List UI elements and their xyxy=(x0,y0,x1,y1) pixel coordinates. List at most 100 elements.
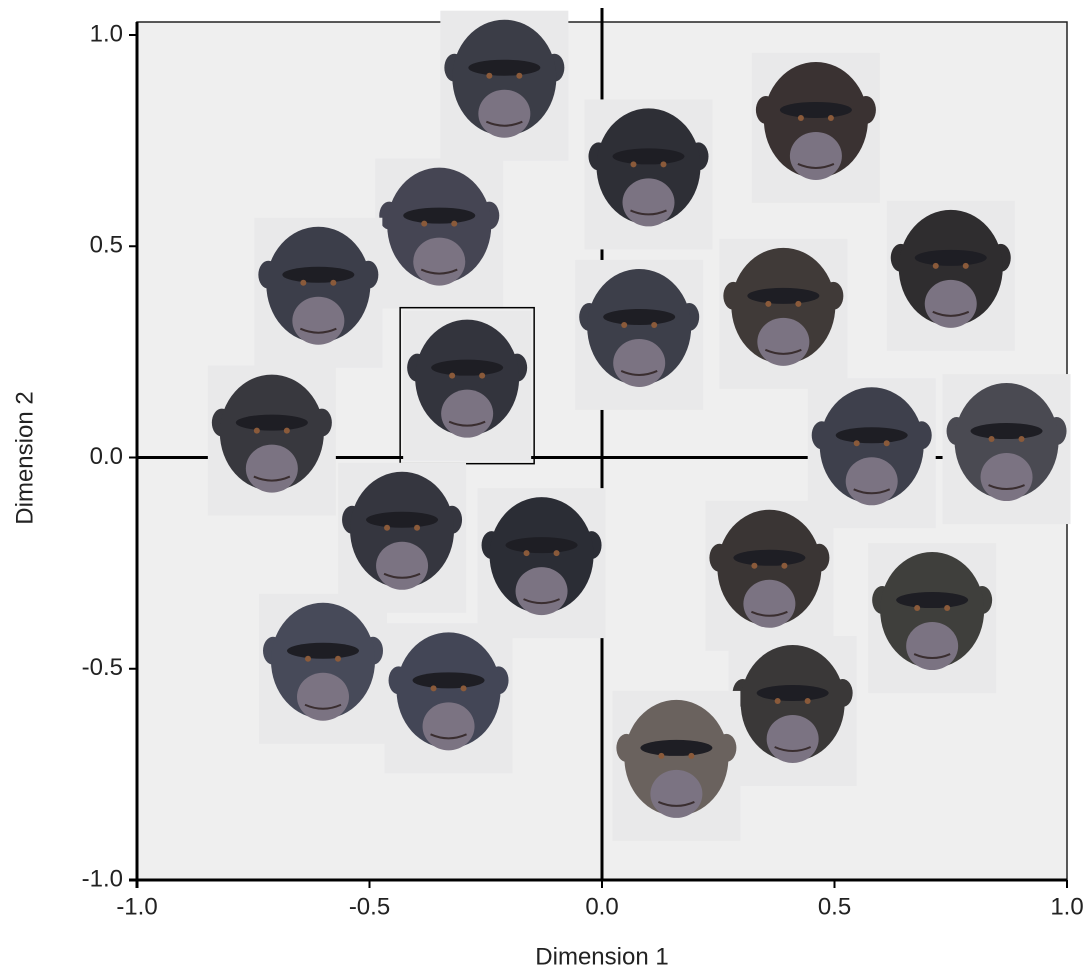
head xyxy=(489,497,594,614)
muzzle xyxy=(924,279,977,328)
brow xyxy=(287,642,359,659)
x-tick-label: -1.0 xyxy=(116,893,157,920)
muzzle xyxy=(422,702,475,751)
head xyxy=(396,632,501,749)
head xyxy=(266,226,371,343)
muzzle xyxy=(413,237,466,286)
eye xyxy=(335,655,341,662)
muzzle xyxy=(980,453,1033,502)
eye xyxy=(414,524,421,531)
y-axis-label: Dimension 2 xyxy=(11,391,38,524)
eye xyxy=(962,262,969,269)
eye xyxy=(853,440,860,447)
muzzle xyxy=(845,457,898,506)
x-tick-label: 0.5 xyxy=(818,893,851,920)
brow xyxy=(505,537,578,554)
y-tick-label: 1.0 xyxy=(90,20,123,47)
head xyxy=(819,387,924,504)
eye xyxy=(781,562,788,569)
eye xyxy=(765,300,772,307)
chimp-face xyxy=(207,365,336,516)
chimp-face xyxy=(338,462,467,613)
head xyxy=(624,699,729,816)
chimp-face xyxy=(728,636,857,786)
brow xyxy=(403,207,476,224)
eye xyxy=(795,300,802,307)
eye xyxy=(283,427,290,434)
eye xyxy=(486,72,493,79)
chimp-face xyxy=(399,306,535,465)
eye xyxy=(451,220,458,227)
y-tick-label: -1.0 xyxy=(82,865,123,892)
brow xyxy=(970,423,1043,440)
head xyxy=(740,645,845,761)
mouth xyxy=(657,801,695,807)
chimp-face xyxy=(375,158,504,309)
brow xyxy=(835,427,908,444)
chimp-face xyxy=(254,217,383,368)
muzzle xyxy=(292,296,345,345)
chimp-face xyxy=(868,543,997,694)
mouth xyxy=(797,163,835,169)
chimp-face xyxy=(807,378,936,529)
chimp-face xyxy=(886,200,1015,351)
mouth xyxy=(420,268,458,275)
highlight-box xyxy=(399,306,535,465)
eye xyxy=(751,562,758,569)
muzzle xyxy=(478,89,531,138)
chimp-face xyxy=(440,10,569,161)
eye xyxy=(300,279,307,286)
eye xyxy=(914,605,921,612)
head xyxy=(271,602,375,719)
y-tick-label: -0.5 xyxy=(82,654,123,681)
eye xyxy=(253,427,260,434)
chimp-face xyxy=(259,593,387,744)
eye xyxy=(553,550,560,557)
eye xyxy=(1018,436,1025,443)
chimp-face xyxy=(751,52,880,203)
muzzle xyxy=(622,178,675,227)
eye xyxy=(804,698,811,704)
head xyxy=(350,471,455,588)
eye xyxy=(660,161,667,168)
mouth xyxy=(988,484,1025,491)
eye xyxy=(630,161,637,168)
muzzle xyxy=(613,338,666,387)
mouth xyxy=(448,420,486,427)
eye xyxy=(621,321,628,328)
head xyxy=(452,19,557,136)
mouth xyxy=(853,488,891,495)
eye xyxy=(516,72,523,79)
x-tick-label: 0.0 xyxy=(585,893,618,920)
eye xyxy=(688,752,695,759)
head xyxy=(954,383,1059,500)
eye xyxy=(305,655,311,662)
head xyxy=(219,374,324,491)
brow xyxy=(747,287,820,304)
head xyxy=(898,209,1003,326)
muzzle xyxy=(766,715,819,763)
mouth xyxy=(630,209,667,216)
mouth xyxy=(774,746,812,752)
head xyxy=(387,167,492,284)
eye xyxy=(330,279,337,286)
brow xyxy=(412,672,485,689)
chimp-face xyxy=(384,623,513,774)
head xyxy=(717,509,822,626)
brow xyxy=(603,308,676,325)
x-tick-label: -0.5 xyxy=(349,893,390,920)
chimp-face xyxy=(719,238,848,389)
head xyxy=(880,552,985,669)
head xyxy=(587,268,692,385)
eye xyxy=(932,262,939,269)
mouth xyxy=(750,610,788,617)
eye xyxy=(944,605,951,612)
brow xyxy=(235,414,308,431)
mouth xyxy=(913,653,951,660)
muzzle xyxy=(906,622,959,671)
muzzle xyxy=(757,317,810,366)
head xyxy=(415,319,520,436)
eye xyxy=(384,524,391,531)
chimp-face xyxy=(942,374,1071,525)
chimp-face xyxy=(584,99,713,250)
